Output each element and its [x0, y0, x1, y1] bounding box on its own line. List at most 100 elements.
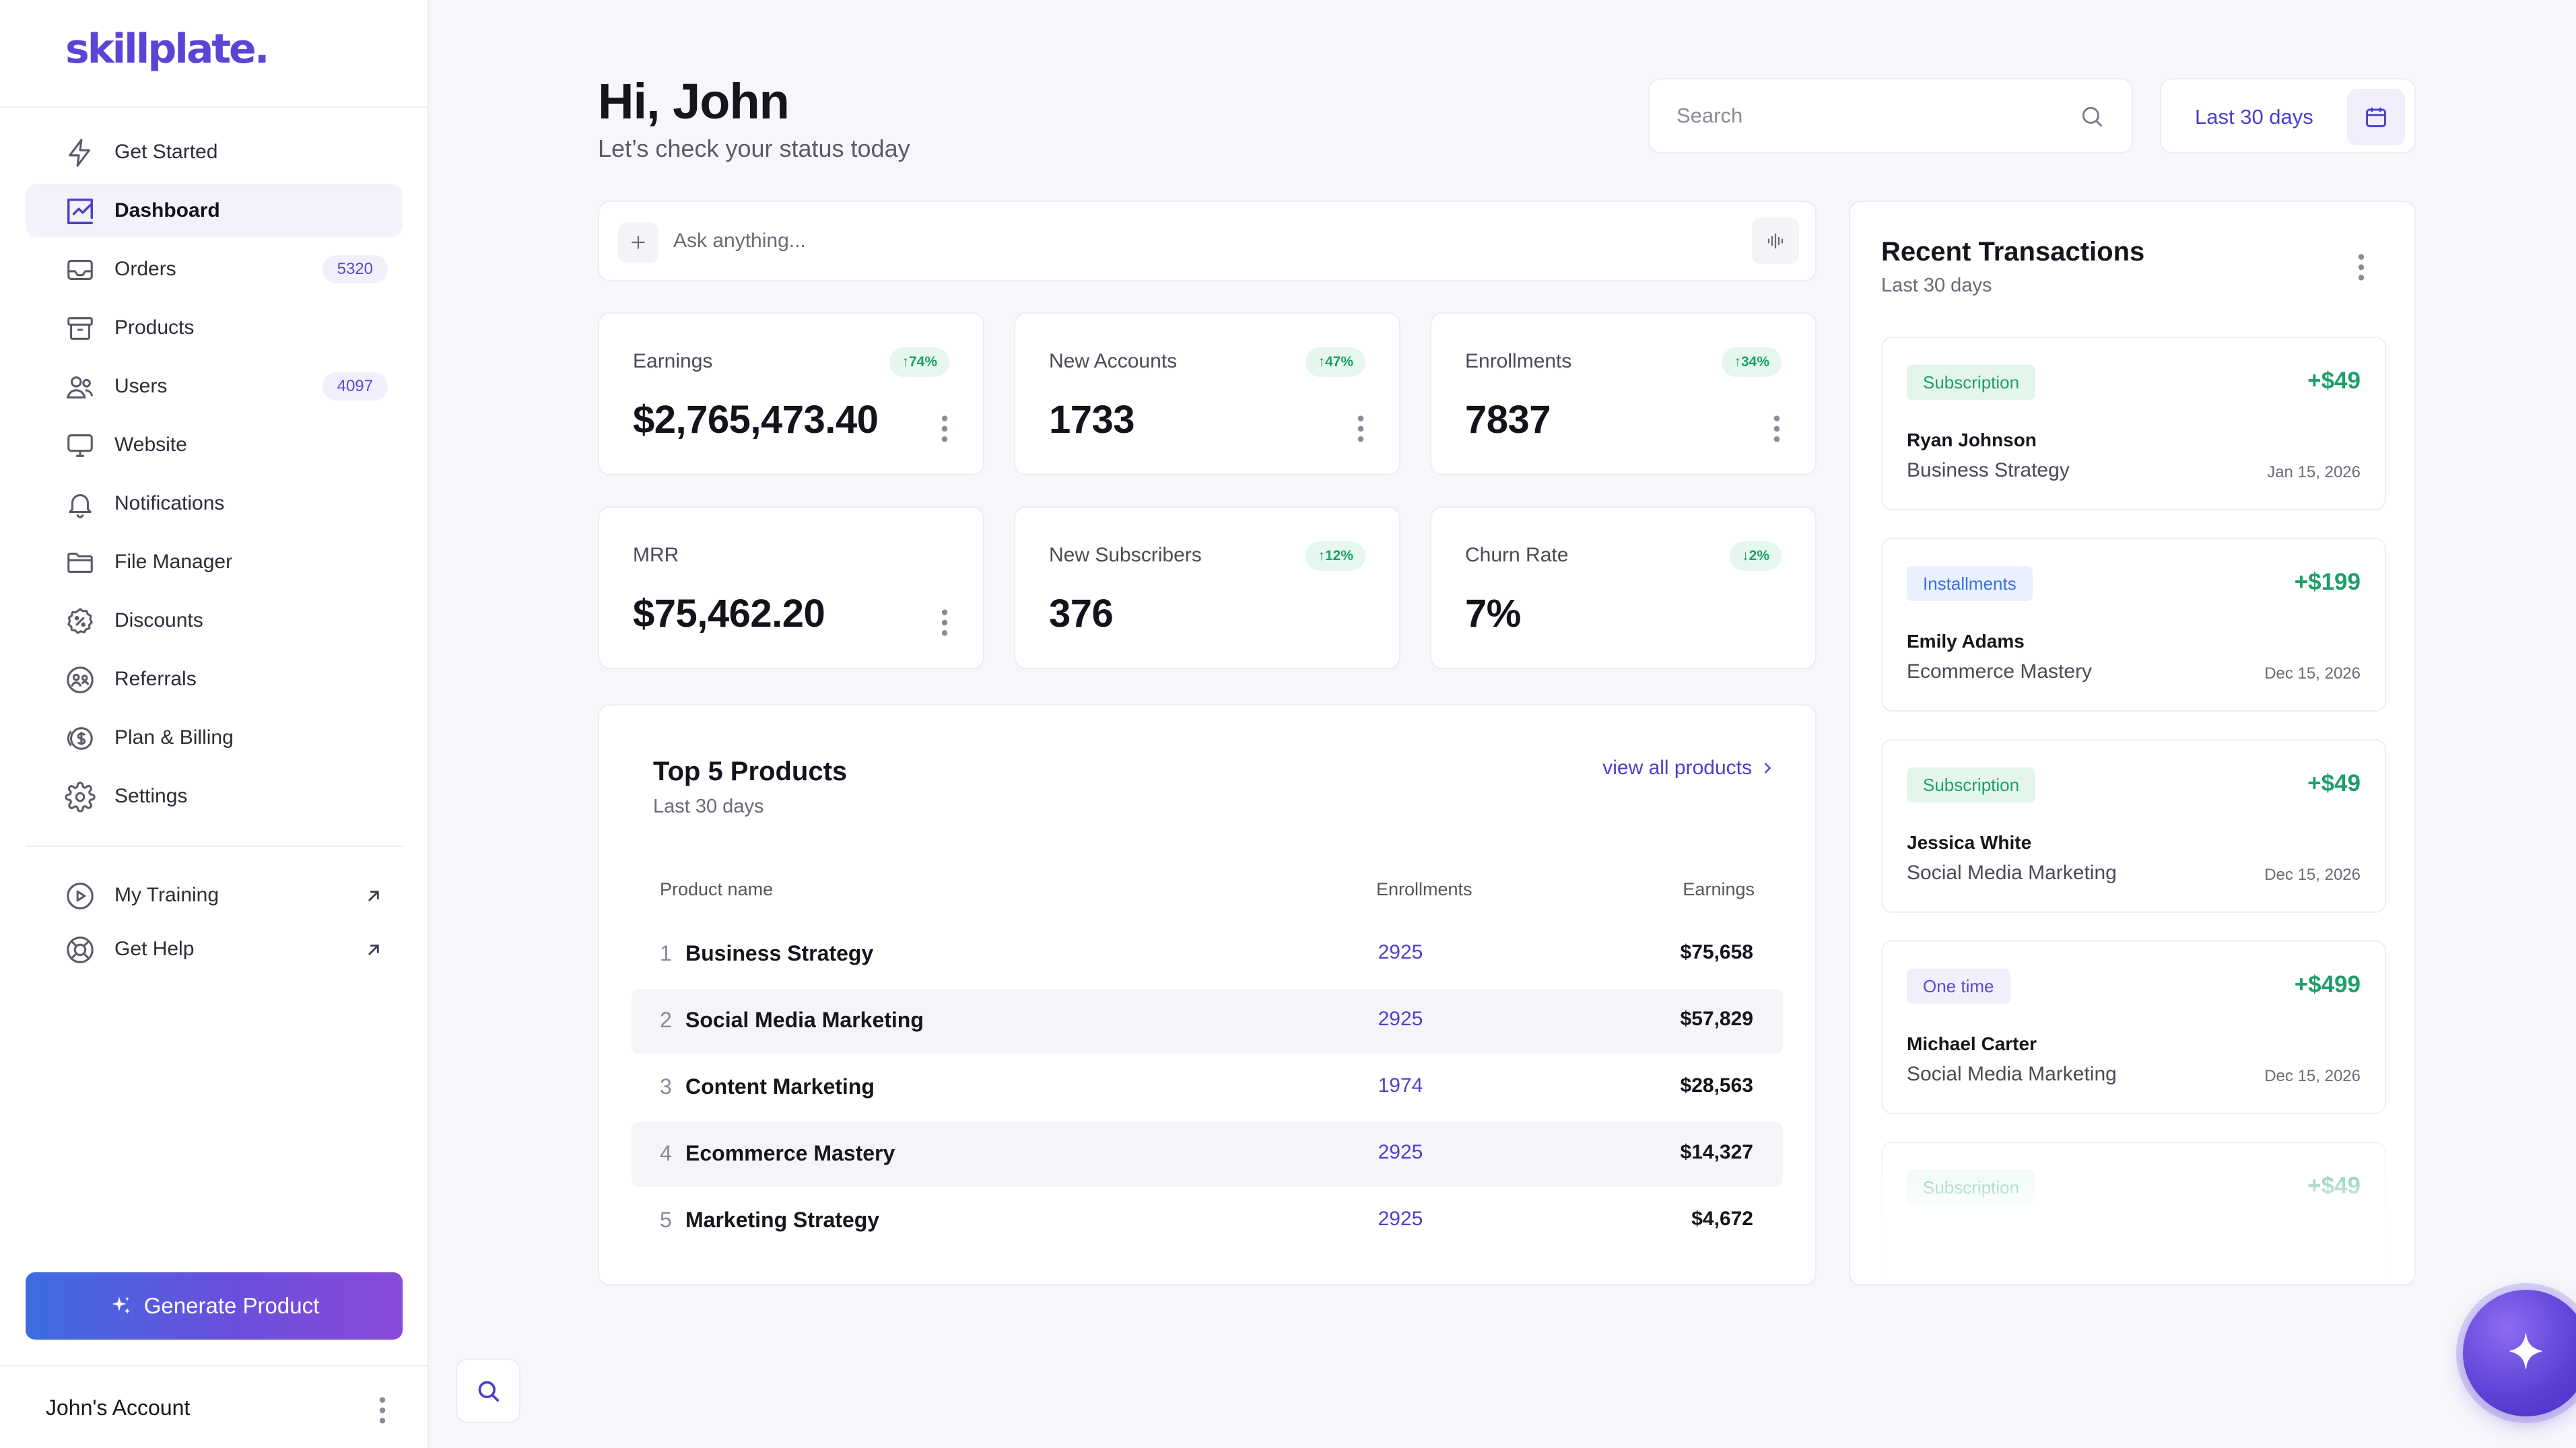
stat-card-new-subscribers: New Subscribers ↑12% 376: [1014, 506, 1400, 669]
trend-value: 74%: [908, 354, 937, 370]
sidebar-item-products[interactable]: Products: [26, 301, 403, 355]
sidebar-item-discounts[interactable]: Discounts: [26, 594, 403, 648]
table-row[interactable]: 3 Content Marketing 1974 $28,563: [632, 1056, 1783, 1120]
transaction-amount: +$199: [2294, 569, 2361, 595]
transaction-card[interactable]: Installments +$199 Emily Adams Ecommerce…: [1881, 538, 2386, 712]
sidebar: skillplate. Get Started Dashboard Orders…: [0, 0, 429, 1448]
stat-value: 1733: [1049, 398, 1135, 442]
date-range-picker[interactable]: Last 30 days: [2160, 78, 2416, 153]
sidebar-item-users[interactable]: Users 4097: [26, 359, 403, 413]
customer-name: Michael Carter: [1907, 1033, 2037, 1054]
product-earnings: $57,829: [1680, 1008, 1753, 1030]
search-bar: [1648, 78, 2133, 153]
sidebar-item-file-manager[interactable]: File Manager: [26, 535, 403, 589]
stat-title: Churn Rate: [1465, 544, 1569, 566]
plus-icon: [632, 236, 645, 249]
generate-product-button[interactable]: Generate Product: [26, 1272, 403, 1340]
more-vertical-icon[interactable]: [935, 607, 955, 638]
recent-transactions-panel: Recent Transactions Last 30 days Subscri…: [1849, 201, 2416, 1286]
chevron-right-icon: [1765, 763, 1771, 773]
arrow-down-icon: ↓: [1742, 548, 1749, 563]
sidebar-item-label: Referrals: [114, 668, 197, 690]
more-vertical-icon[interactable]: [2351, 252, 2371, 283]
table-row[interactable]: 4 Ecommerce Mastery 2925 $14,327: [632, 1122, 1783, 1187]
sparkle-icon: [112, 1297, 131, 1314]
stat-card-churn-rate: Churn Rate ↓2% 7%: [1430, 506, 1817, 669]
transaction-amount: +$49: [2307, 368, 2361, 394]
sidebar-item-website[interactable]: Website: [26, 418, 403, 472]
more-vertical-icon[interactable]: [1767, 413, 1787, 444]
transaction-product: Business Strategy: [1907, 459, 2070, 481]
stat-title: New Subscribers: [1049, 544, 1202, 566]
ai-assistant-button[interactable]: [2463, 1290, 2576, 1416]
stat-title: Enrollments: [1465, 350, 1572, 372]
product-enrollments: 2925: [1378, 1008, 1423, 1030]
transaction-card[interactable]: One time +$499 Michael Carter Social Med…: [1881, 940, 2386, 1114]
sidebar-item-dashboard[interactable]: Dashboard: [26, 184, 403, 238]
sidebar-item-orders[interactable]: Orders 5320: [26, 242, 403, 296]
transaction-date: Dec 15, 2026: [2264, 664, 2361, 683]
transaction-product: Social Media Marketing: [1907, 1063, 2117, 1085]
product-rank: 4: [660, 1141, 672, 1165]
product-rank: 5: [660, 1208, 672, 1232]
sidebar-item-referrals[interactable]: Referrals: [26, 652, 403, 706]
brand-logo[interactable]: skillplate.: [65, 26, 269, 73]
product-rank: 1: [660, 941, 672, 965]
sidebar-item-label: Notifications: [114, 492, 225, 514]
chart-icon: [67, 199, 93, 224]
waveform-icon: [1767, 233, 1784, 249]
sidebar-item-get-started[interactable]: Get Started: [26, 125, 403, 179]
trend-value: 12%: [1324, 548, 1353, 563]
trend-badge: ↑74%: [889, 347, 949, 377]
view-all-products-link[interactable]: view all products: [1602, 757, 1775, 780]
sidebar-item-my-training[interactable]: My Training: [26, 868, 403, 922]
discount-icon: [67, 608, 93, 634]
divider: [26, 846, 403, 847]
more-vertical-icon[interactable]: [935, 413, 955, 444]
sidebar-item-settings[interactable]: Settings: [26, 769, 403, 823]
stat-value: 7837: [1465, 398, 1551, 442]
table-row[interactable]: 1 Business Strategy 2925 $75,658: [632, 922, 1783, 987]
divider: [0, 1365, 429, 1367]
calendar-button[interactable]: [2347, 89, 2405, 145]
trend-value: 34%: [1740, 354, 1769, 370]
transaction-type-badge: Subscription: [1907, 767, 2036, 802]
voice-input-button[interactable]: [1752, 218, 1799, 264]
customer-name: Emily Adams: [1907, 631, 2025, 652]
transaction-card[interactable]: Subscription +$49 Jessica White Social M…: [1881, 739, 2386, 913]
transaction-type-badge: One time: [1907, 969, 2010, 1004]
sidebar-item-plan-billing[interactable]: Plan & Billing: [26, 711, 403, 765]
billing-icon: [67, 727, 93, 750]
add-attachment-button[interactable]: [618, 222, 658, 263]
more-vertical-icon[interactable]: [1351, 413, 1371, 444]
stat-card-enrollments: Enrollments ↑34% 7837: [1430, 312, 1817, 475]
quick-search-button[interactable]: [456, 1358, 520, 1423]
search-icon[interactable]: [2079, 104, 2105, 129]
transaction-product: Social Media Marketing: [1907, 862, 2117, 884]
arrow-up-icon: ↑: [1318, 354, 1325, 370]
transaction-amount: +$49: [2307, 770, 2361, 796]
transaction-card[interactable]: Subscription +$49: [1881, 1142, 2386, 1284]
sidebar-item-get-help[interactable]: Get Help: [26, 922, 403, 976]
sidebar-item-notifications[interactable]: Notifications: [26, 477, 403, 530]
product-enrollments: 2925: [1378, 941, 1423, 963]
trend-value: 47%: [1324, 354, 1353, 370]
sidebar-item-label: Plan & Billing: [114, 726, 234, 749]
product-enrollments: 2925: [1378, 1208, 1423, 1230]
search-input[interactable]: [1676, 79, 2054, 152]
arrow-up-icon: ↑: [902, 354, 909, 370]
more-vertical-icon[interactable]: [369, 1395, 396, 1426]
product-name: Ecommerce Mastery: [685, 1141, 895, 1165]
sidebar-item-label: File Manager: [114, 551, 233, 573]
account-name[interactable]: John's Account: [46, 1395, 191, 1420]
archive-icon: [67, 317, 93, 340]
table-row[interactable]: 5 Marketing Strategy 2925 $4,672: [632, 1189, 1783, 1253]
users-count-badge: 4097: [322, 372, 388, 401]
gear-icon: [65, 782, 96, 813]
transaction-card[interactable]: Subscription +$49 Ryan Johnson Business …: [1881, 337, 2386, 510]
search-icon: [478, 1381, 499, 1402]
product-name: Business Strategy: [685, 941, 874, 965]
ask-input[interactable]: [673, 202, 1683, 280]
table-row[interactable]: 2 Social Media Marketing 2925 $57,829: [632, 989, 1783, 1054]
sidebar-item-label: Settings: [114, 785, 188, 807]
